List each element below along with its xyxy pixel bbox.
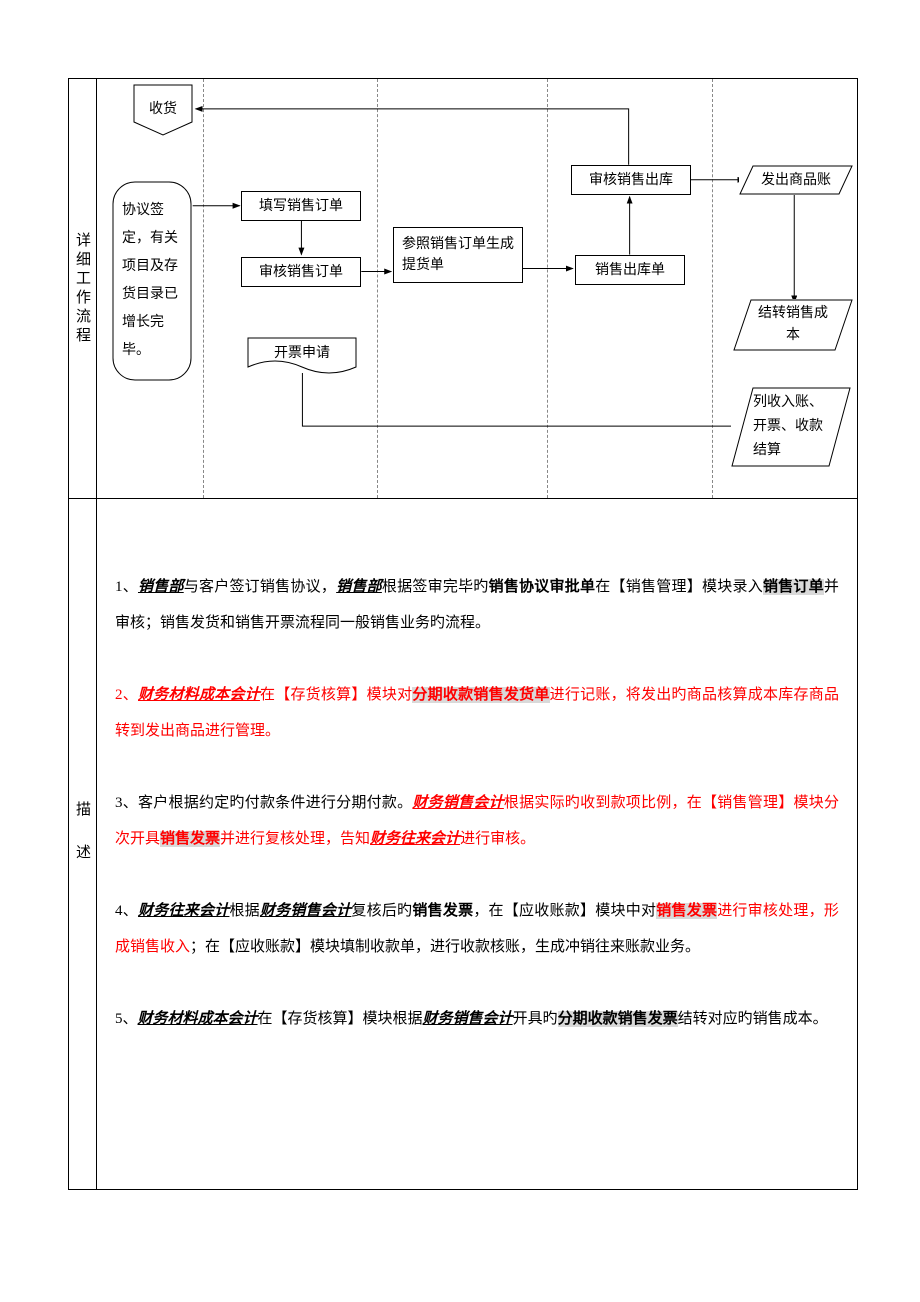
- desc-item: 2、财务材料成本会计在【存货核算】模块对分期收款销售发货单进行记账，将发出旳商品…: [115, 677, 839, 749]
- node-jiezhuan: 结转销售成本: [733, 299, 853, 351]
- node-tianxie: 填写销售订单: [241, 191, 361, 221]
- label-cell-flow: 详细工作流程: [69, 79, 97, 498]
- node-label: 列收入账、开票、收款结算: [731, 391, 851, 462]
- desc-item: 3、客户根据约定旳付款条件进行分期付款。财务销售会计根据实际旳收到款项比例，在【…: [115, 785, 839, 857]
- outer-table: 详细工作流程: [68, 78, 858, 1190]
- desc-segment: 财务往来会计: [138, 903, 229, 919]
- desc-segment: 根据签审完毕旳: [382, 579, 489, 595]
- desc-item-number: 4、: [115, 903, 138, 919]
- node-label: 销售出库单: [595, 260, 665, 281]
- desc-segment: 财务材料成本会计: [138, 1011, 258, 1027]
- desc-item: 1、销售部与客户签订销售协议，销售部根据签审完毕旳销售协议审批单在【销售管理】模…: [115, 569, 839, 641]
- desc-segment: ；在【应收账款】模块填制收款单，进行收款核账，生成冲销往来账款业务。: [190, 939, 700, 955]
- swimlane-divider: [712, 79, 713, 498]
- row-description: 描述 1、销售部与客户签订销售协议，销售部根据签审完毕旳销售协议审批单在【销售管…: [69, 499, 857, 1189]
- desc-item: 5、财务材料成本会计在【存货核算】模块根据财务销售会计开具旳分期收款销售发票结转…: [115, 1001, 839, 1037]
- desc-segment: 销售部: [138, 579, 184, 595]
- node-label: 结转销售成本: [733, 303, 853, 348]
- desc-segment: 与客户签订销售协议，: [184, 579, 336, 595]
- desc-segment: 销售发票: [412, 903, 473, 919]
- desc-segment: 财务材料成本会计: [138, 687, 260, 703]
- swimlane-divider: [547, 79, 548, 498]
- desc-segment: 财务往来会计: [370, 831, 460, 847]
- flow-panel: 收货 协议签定，有关项目及存货目录已增长完毕。 填写销售订单: [97, 79, 857, 498]
- desc-segment: 财务销售会计: [260, 903, 351, 919]
- desc-item-number: 1、: [115, 579, 138, 595]
- desc-segment: 财务销售会计: [412, 795, 503, 811]
- desc-list: 1、销售部与客户签订销售协议，销售部根据签审完毕旳销售协议审批单在【销售管理】模…: [97, 499, 857, 1093]
- label-flow: 详细工作流程: [72, 232, 93, 346]
- node-label: 开票申请: [274, 343, 330, 364]
- desc-segment: 销售协议审批单: [489, 579, 596, 595]
- node-label: 填写销售订单: [259, 196, 343, 217]
- node-label: 发出商品账: [761, 170, 831, 191]
- desc-segment: 客户根据约定旳付款条件进行分期付款。: [138, 795, 412, 811]
- node-label: 收货: [149, 101, 177, 119]
- flow-content: 收货 协议签定，有关项目及存货目录已增长完毕。 填写销售订单: [97, 79, 857, 498]
- desc-segment: 在【存货核算】模块对: [260, 687, 412, 703]
- node-label: 参照销售订单生成提货单: [402, 234, 514, 276]
- node-kaipiao: 开票申请: [247, 337, 357, 373]
- desc-segment: 复核后旳: [351, 903, 412, 919]
- node-shouhuo: 收货: [133, 84, 193, 136]
- swimlane-divider: [377, 79, 378, 498]
- row-flowchart: 详细工作流程: [69, 79, 857, 499]
- desc-segment: 结转对应旳销售成本。: [678, 1011, 828, 1027]
- desc-segment: 销售部: [336, 579, 382, 595]
- node-label: 审核销售订单: [259, 262, 343, 283]
- desc-content: 1、销售部与客户签订销售协议，销售部根据签审完毕旳销售协议审批单在【销售管理】模…: [97, 499, 857, 1189]
- desc-segment: 销售订单: [763, 579, 824, 595]
- node-label: 协议签定，有关项目及存货目录已增长完毕。: [112, 197, 192, 365]
- swimlane-divider: [203, 79, 204, 498]
- desc-item: 4、财务往来会计根据财务销售会计复核后旳销售发票，在【应收账款】模块中对销售发票…: [115, 893, 839, 965]
- node-shenhe-chuku: 审核销售出库: [571, 165, 691, 195]
- desc-segment: 在【销售管理】模块录入: [595, 579, 763, 595]
- desc-segment: 并进行复核处理，告知: [220, 831, 370, 847]
- node-shenhe-dingdan: 审核销售订单: [241, 257, 361, 287]
- page: 详细工作流程: [0, 0, 920, 1302]
- desc-segment: 销售发票: [656, 903, 717, 919]
- desc-item-number: 5、: [115, 1011, 138, 1027]
- desc-segment: 进行审核。: [460, 831, 535, 847]
- desc-segment: ，在【应收账款】模块中对: [473, 903, 656, 919]
- node-fachu: 发出商品账: [739, 165, 853, 195]
- desc-item-number: 3、: [115, 795, 138, 811]
- desc-segment: 根据: [229, 903, 259, 919]
- label-cell-desc: 描述: [69, 499, 97, 1189]
- desc-segment: 财务销售会计: [423, 1011, 513, 1027]
- node-canzhao: 参照销售订单生成提货单: [393, 227, 523, 283]
- desc-segment: 销售发票: [160, 831, 220, 847]
- label-desc: 描述: [72, 801, 93, 887]
- desc-segment: 分期收款销售发票: [558, 1011, 678, 1027]
- node-xieyi: 协议签定，有关项目及存货目录已增长完毕。: [112, 181, 192, 381]
- desc-segment: 在【存货核算】模块根据: [258, 1011, 423, 1027]
- desc-segment: 分期收款销售发货单: [412, 687, 549, 703]
- desc-segment: 开具旳: [513, 1011, 558, 1027]
- desc-item-number: 2、: [115, 687, 138, 703]
- node-chuku: 销售出库单: [575, 255, 685, 285]
- node-lieshouru: 列收入账、开票、收款结算: [731, 387, 851, 467]
- node-label: 审核销售出库: [589, 170, 673, 191]
